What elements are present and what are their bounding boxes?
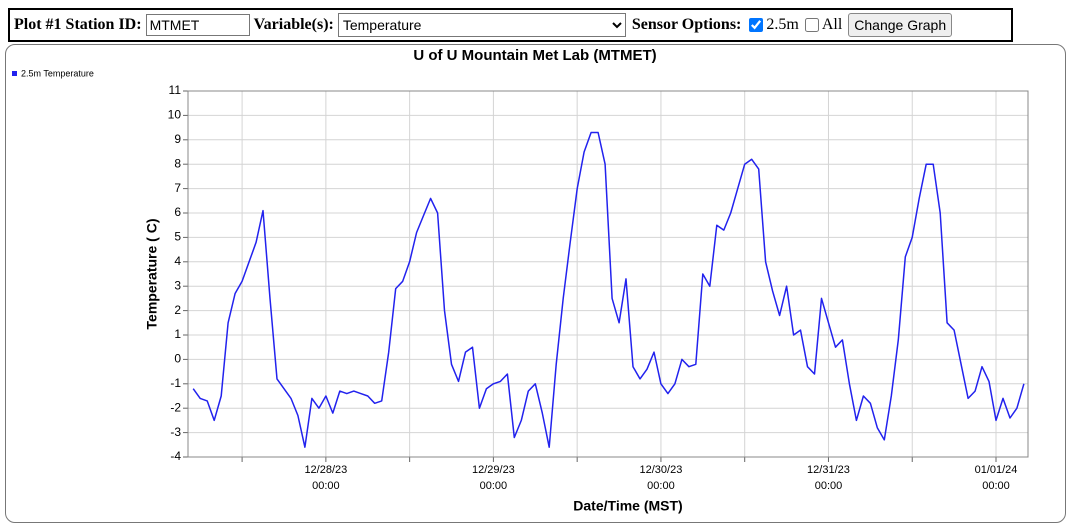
- variable-label: Variable(s):: [253, 16, 334, 33]
- chart-title: U of U Mountain Met Lab (MTMET): [413, 47, 656, 64]
- x-tick-label-line: 12/29/23: [472, 464, 515, 476]
- y-tick-label: 7: [174, 181, 181, 195]
- controls-bar: Plot #1 Station ID: Variable(s): Tempera…: [8, 8, 1013, 42]
- x-tick-label-line: 00:00: [647, 480, 675, 492]
- x-tick-label: 12/29/23 00:00: [472, 464, 515, 492]
- sensor-option-label: 2.5m: [766, 16, 799, 33]
- x-tick-label-line: 12/31/23: [807, 464, 850, 476]
- sensor-checkbox[interactable]: [749, 18, 764, 32]
- y-tick-label: 0: [174, 352, 181, 366]
- legend-swatch: [12, 71, 17, 76]
- x-tick-label: 12/31/23 00:00: [807, 464, 850, 492]
- sensor-checkbox[interactable]: [804, 18, 819, 32]
- x-tick-label-line: 00:00: [312, 480, 340, 492]
- chart-frame: [5, 44, 1066, 523]
- y-tick-label: 4: [174, 254, 181, 268]
- variable-select[interactable]: Temperature: [337, 13, 626, 37]
- y-tick-label: 3: [174, 278, 181, 292]
- plot-area: [188, 91, 1028, 457]
- series-line: [192, 131, 1025, 448]
- sensor-option-label: All: [821, 16, 843, 33]
- sensor-label: Sensor Options:: [631, 16, 742, 33]
- x-tick-label: 12/28/23 00:00: [304, 464, 347, 492]
- x-tick-label: 01/01/24 00:00: [975, 464, 1018, 492]
- plot-border: [187, 90, 1029, 458]
- station-label: Plot #1 Station ID:: [14, 16, 142, 33]
- y-tick-label: 11: [169, 83, 182, 97]
- y-tick-label: 1: [174, 327, 181, 341]
- y-tick-label: -1: [170, 376, 181, 390]
- x-tick-label-line: 00:00: [480, 480, 508, 492]
- x-axis-label: Date/Time (MST): [573, 498, 682, 514]
- x-tick-label: 12/30/23 00:00: [640, 464, 683, 492]
- y-tick-label: -2: [170, 400, 181, 414]
- y-tick-label: 10: [168, 108, 182, 122]
- station-input[interactable]: [145, 14, 250, 36]
- legend-label: 2.5m Temperature: [21, 68, 94, 78]
- y-axis-label: Temperature ( C): [144, 219, 160, 330]
- x-tick-label-line: 01/01/24: [975, 464, 1018, 476]
- y-tick-label: 5: [174, 230, 181, 244]
- y-tick-label: -3: [170, 425, 181, 439]
- y-tick-label: 2: [174, 303, 181, 317]
- x-tick-label-line: 00:00: [815, 480, 843, 492]
- y-tick-label: 9: [174, 132, 181, 146]
- x-tick-label-line: 00:00: [982, 480, 1010, 492]
- y-tick-label: 6: [174, 205, 181, 219]
- x-tick-label-line: 12/30/23: [640, 464, 683, 476]
- change-graph-button[interactable]: Change Graph: [848, 13, 953, 37]
- y-tick-label: 8: [174, 156, 181, 170]
- x-tick-label-line: 12/28/23: [304, 464, 347, 476]
- y-tick-label: -4: [170, 449, 181, 463]
